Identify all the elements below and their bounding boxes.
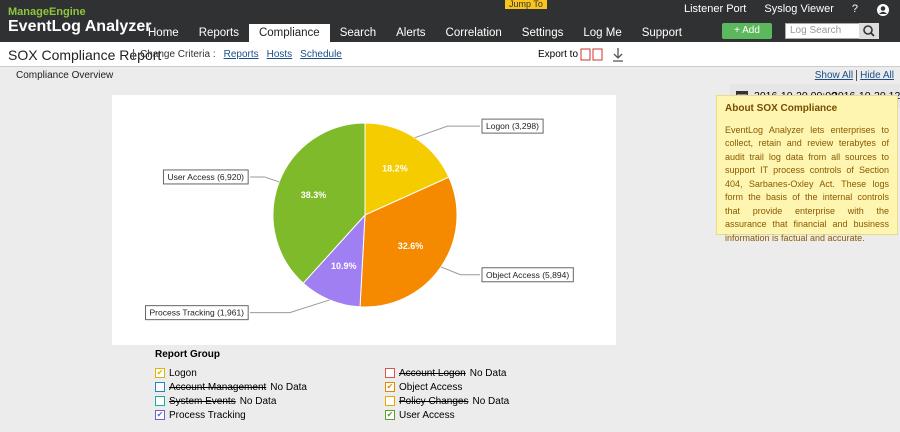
criteria-label: Change Criteria : [140,49,216,60]
criteria: Change Criteria : Reports Hosts Schedule [133,49,342,60]
product-name: EventLog Analyzer [8,18,152,35]
nav-tab[interactable]: Search [339,27,377,39]
toolbar: SOX Compliance Report Change Criteria : … [0,42,900,108]
percent-label: 10.9% [331,261,357,271]
checkbox[interactable]: ✔ [385,382,395,392]
nav-tab[interactable]: Compliance [248,24,330,42]
checkbox[interactable] [155,396,165,406]
legend-item[interactable]: ✔ User Access [385,408,585,422]
brand: ManageEngine [8,6,86,18]
checkbox[interactable] [385,396,395,406]
callout-label: Process Tracking (1,961) [150,308,245,318]
legend-name: System Events [169,395,236,407]
jump-to[interactable]: Jump To [505,0,547,9]
pie-chart: 18.2% Logon (3,298) 32.6% Object Access (5,… [145,118,574,321]
callout-box [162,169,249,185]
report-title: SOX Compliance Report [8,47,162,63]
legend-item[interactable]: ✔ Logon [155,366,385,380]
legend-name: Process Tracking [169,409,246,421]
callout-line [250,176,280,183]
note: About SOX Compliance EventLog Analyzer l… [716,95,898,243]
checkbox[interactable] [385,368,395,378]
chart-panel: 18.2% Logon (3,298) 32.6% Object Access (5,… [112,95,616,345]
callout-label: Logon (3,298) [486,121,539,131]
legend-items: ✔ Logon Account Management No Data System Ev… [155,366,585,422]
legend-item[interactable]: Policy Changes No Data [385,394,585,408]
criteria-link[interactable]: Schedule [300,49,342,60]
percent-label: 18.2% [382,164,408,174]
checkbox[interactable] [155,382,165,392]
callout-line [440,266,480,276]
user-icon[interactable] [876,3,890,17]
legend-item[interactable]: ✔ Object Access [385,380,585,394]
listener-port[interactable]: Listener Port [684,3,747,15]
top-bar: ManageEngine EventLog Analyzer Jump To H… [0,0,900,42]
nav-tab[interactable]: Settings [521,27,564,39]
legend-name: Object Access [399,381,463,393]
log-search[interactable]: Log Search [785,23,861,39]
criteria-link[interactable]: Hosts [266,49,293,60]
section-title: Compliance Overview [16,70,114,81]
legend-name: User Access [399,409,455,421]
callout-label: User Access (6,920) [167,172,244,182]
search-button[interactable] [859,23,879,39]
nav-tab[interactable]: Log Me [583,27,622,39]
checkbox[interactable]: ✔ [385,410,395,420]
nav-tab[interactable]: Reports [198,27,239,39]
legend-name: Account Management [169,381,267,393]
nav-tab[interactable]: Support [641,27,682,39]
no-data: No Data [469,367,507,379]
callout-box [481,267,574,283]
help[interactable]: ? [851,3,858,15]
callout-line [414,125,480,139]
export-icons[interactable] [580,46,630,64]
percent-label: 38.3% [301,190,327,200]
legend: Report Group ✔ Logon Account Management No … [155,349,585,422]
no-data: No Data [270,381,307,393]
percent-label: 32.6% [398,241,424,251]
export-label: Export to : [538,49,584,60]
legend-name: Account Logon [399,367,466,379]
legend-name: Logon [169,367,197,379]
nav-tab[interactable]: Correlation [445,27,502,39]
nav: Home Reports Compliance Search Alerts Correla… [138,24,692,42]
add-button[interactable]: + Add [722,23,772,39]
callout-box [145,305,249,321]
legend-name: Policy Changes [399,395,469,407]
right-links: Listener Port Syslog Viewer ? [684,3,890,17]
show-all[interactable]: Show All [814,70,854,81]
checkbox[interactable]: ✔ [155,410,165,420]
criteria-link[interactable]: Reports [223,49,259,60]
syslog-viewer[interactable]: Syslog Viewer [764,3,834,15]
nav-tab[interactable]: Home [148,27,179,39]
hide-all[interactable]: Hide All [856,70,894,81]
no-data: No Data [472,395,510,407]
note-text: EventLog Analyzer lets enterprises to co… [725,124,889,243]
note-title: About SOX Compliance [725,103,838,114]
callout-label: Object Access (5,894) [486,270,569,280]
legend-item[interactable]: ✔ Process Tracking [155,408,385,422]
legend-item[interactable]: Account Logon No Data [385,366,585,380]
no-data: No Data [239,395,277,407]
checkbox[interactable]: ✔ [155,368,165,378]
show-hide: Show All Hide All [815,70,894,81]
legend-item[interactable]: Account Management No Data [155,380,385,394]
nav-tab[interactable]: Alerts [396,27,426,39]
legend-title: Report Group [155,349,220,360]
callout-line [250,299,330,314]
legend-item[interactable]: System Events No Data [155,394,385,408]
callout-box [481,118,544,134]
